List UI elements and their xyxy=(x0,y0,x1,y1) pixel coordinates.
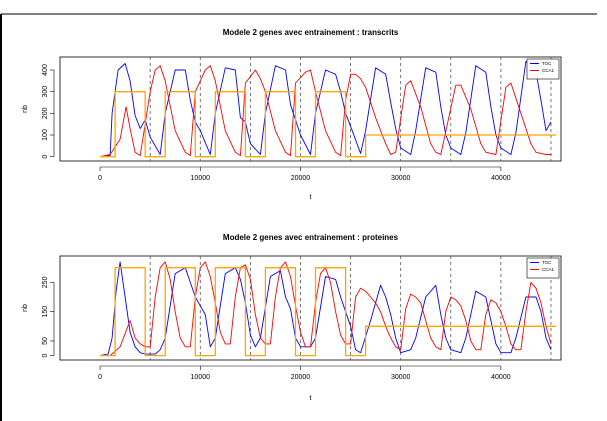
series-line-cca1 xyxy=(100,261,552,357)
y-tick-label: 400 xyxy=(42,64,49,76)
legend-label: CCA1 xyxy=(542,68,555,73)
y-tick-label: 250 xyxy=(42,276,49,288)
y-tick-label: 0 xyxy=(42,155,49,159)
plot-area-border xyxy=(59,56,562,162)
x-tick-label: 0 xyxy=(98,175,102,182)
series-line-toc xyxy=(100,60,552,158)
x-tick-label: 0 xyxy=(98,374,102,381)
x-axis-label: t xyxy=(310,395,312,402)
x-tick-label: 10000 xyxy=(191,175,211,182)
y-tick-label: 0 xyxy=(42,354,49,358)
x-tick-label: 10000 xyxy=(191,374,211,381)
plot-area-border xyxy=(59,255,562,361)
chart-panel-proteines: Modele 2 genes avec entrainement : prote… xyxy=(22,233,562,402)
y-tick-label: 200 xyxy=(42,107,49,119)
legend-label: CCA1 xyxy=(542,267,555,272)
y-tick-label: 300 xyxy=(42,86,49,98)
y-tick-label: 100 xyxy=(42,129,49,141)
series-line-input xyxy=(100,91,556,158)
legend-label: TOC xyxy=(542,61,552,66)
series-line-input xyxy=(100,267,556,357)
chart-title: Modele 2 genes avec entrainement : prote… xyxy=(223,233,399,242)
x-tick-label: 40000 xyxy=(491,374,511,381)
series-line-cca1 xyxy=(100,65,551,158)
legend-label: TOC xyxy=(542,260,552,265)
y-tick-label: 150 xyxy=(42,306,49,318)
x-tick-label: 20000 xyxy=(291,374,311,381)
x-tick-label: 30000 xyxy=(391,175,411,182)
y-axis-label: nb xyxy=(22,105,29,113)
x-axis-label: t xyxy=(310,194,312,201)
series-line-toc xyxy=(100,261,552,357)
x-tick-label: 40000 xyxy=(491,175,511,182)
chart-panel-transcrits: Modele 2 genes avec entrainement : trans… xyxy=(22,28,562,201)
x-tick-label: 20000 xyxy=(291,175,311,182)
y-axis-label: nb xyxy=(22,304,29,312)
y-tick-label: 50 xyxy=(42,337,49,345)
chart-title: Modele 2 genes avec entrainement : trans… xyxy=(223,28,399,37)
x-tick-label: 30000 xyxy=(391,374,411,381)
